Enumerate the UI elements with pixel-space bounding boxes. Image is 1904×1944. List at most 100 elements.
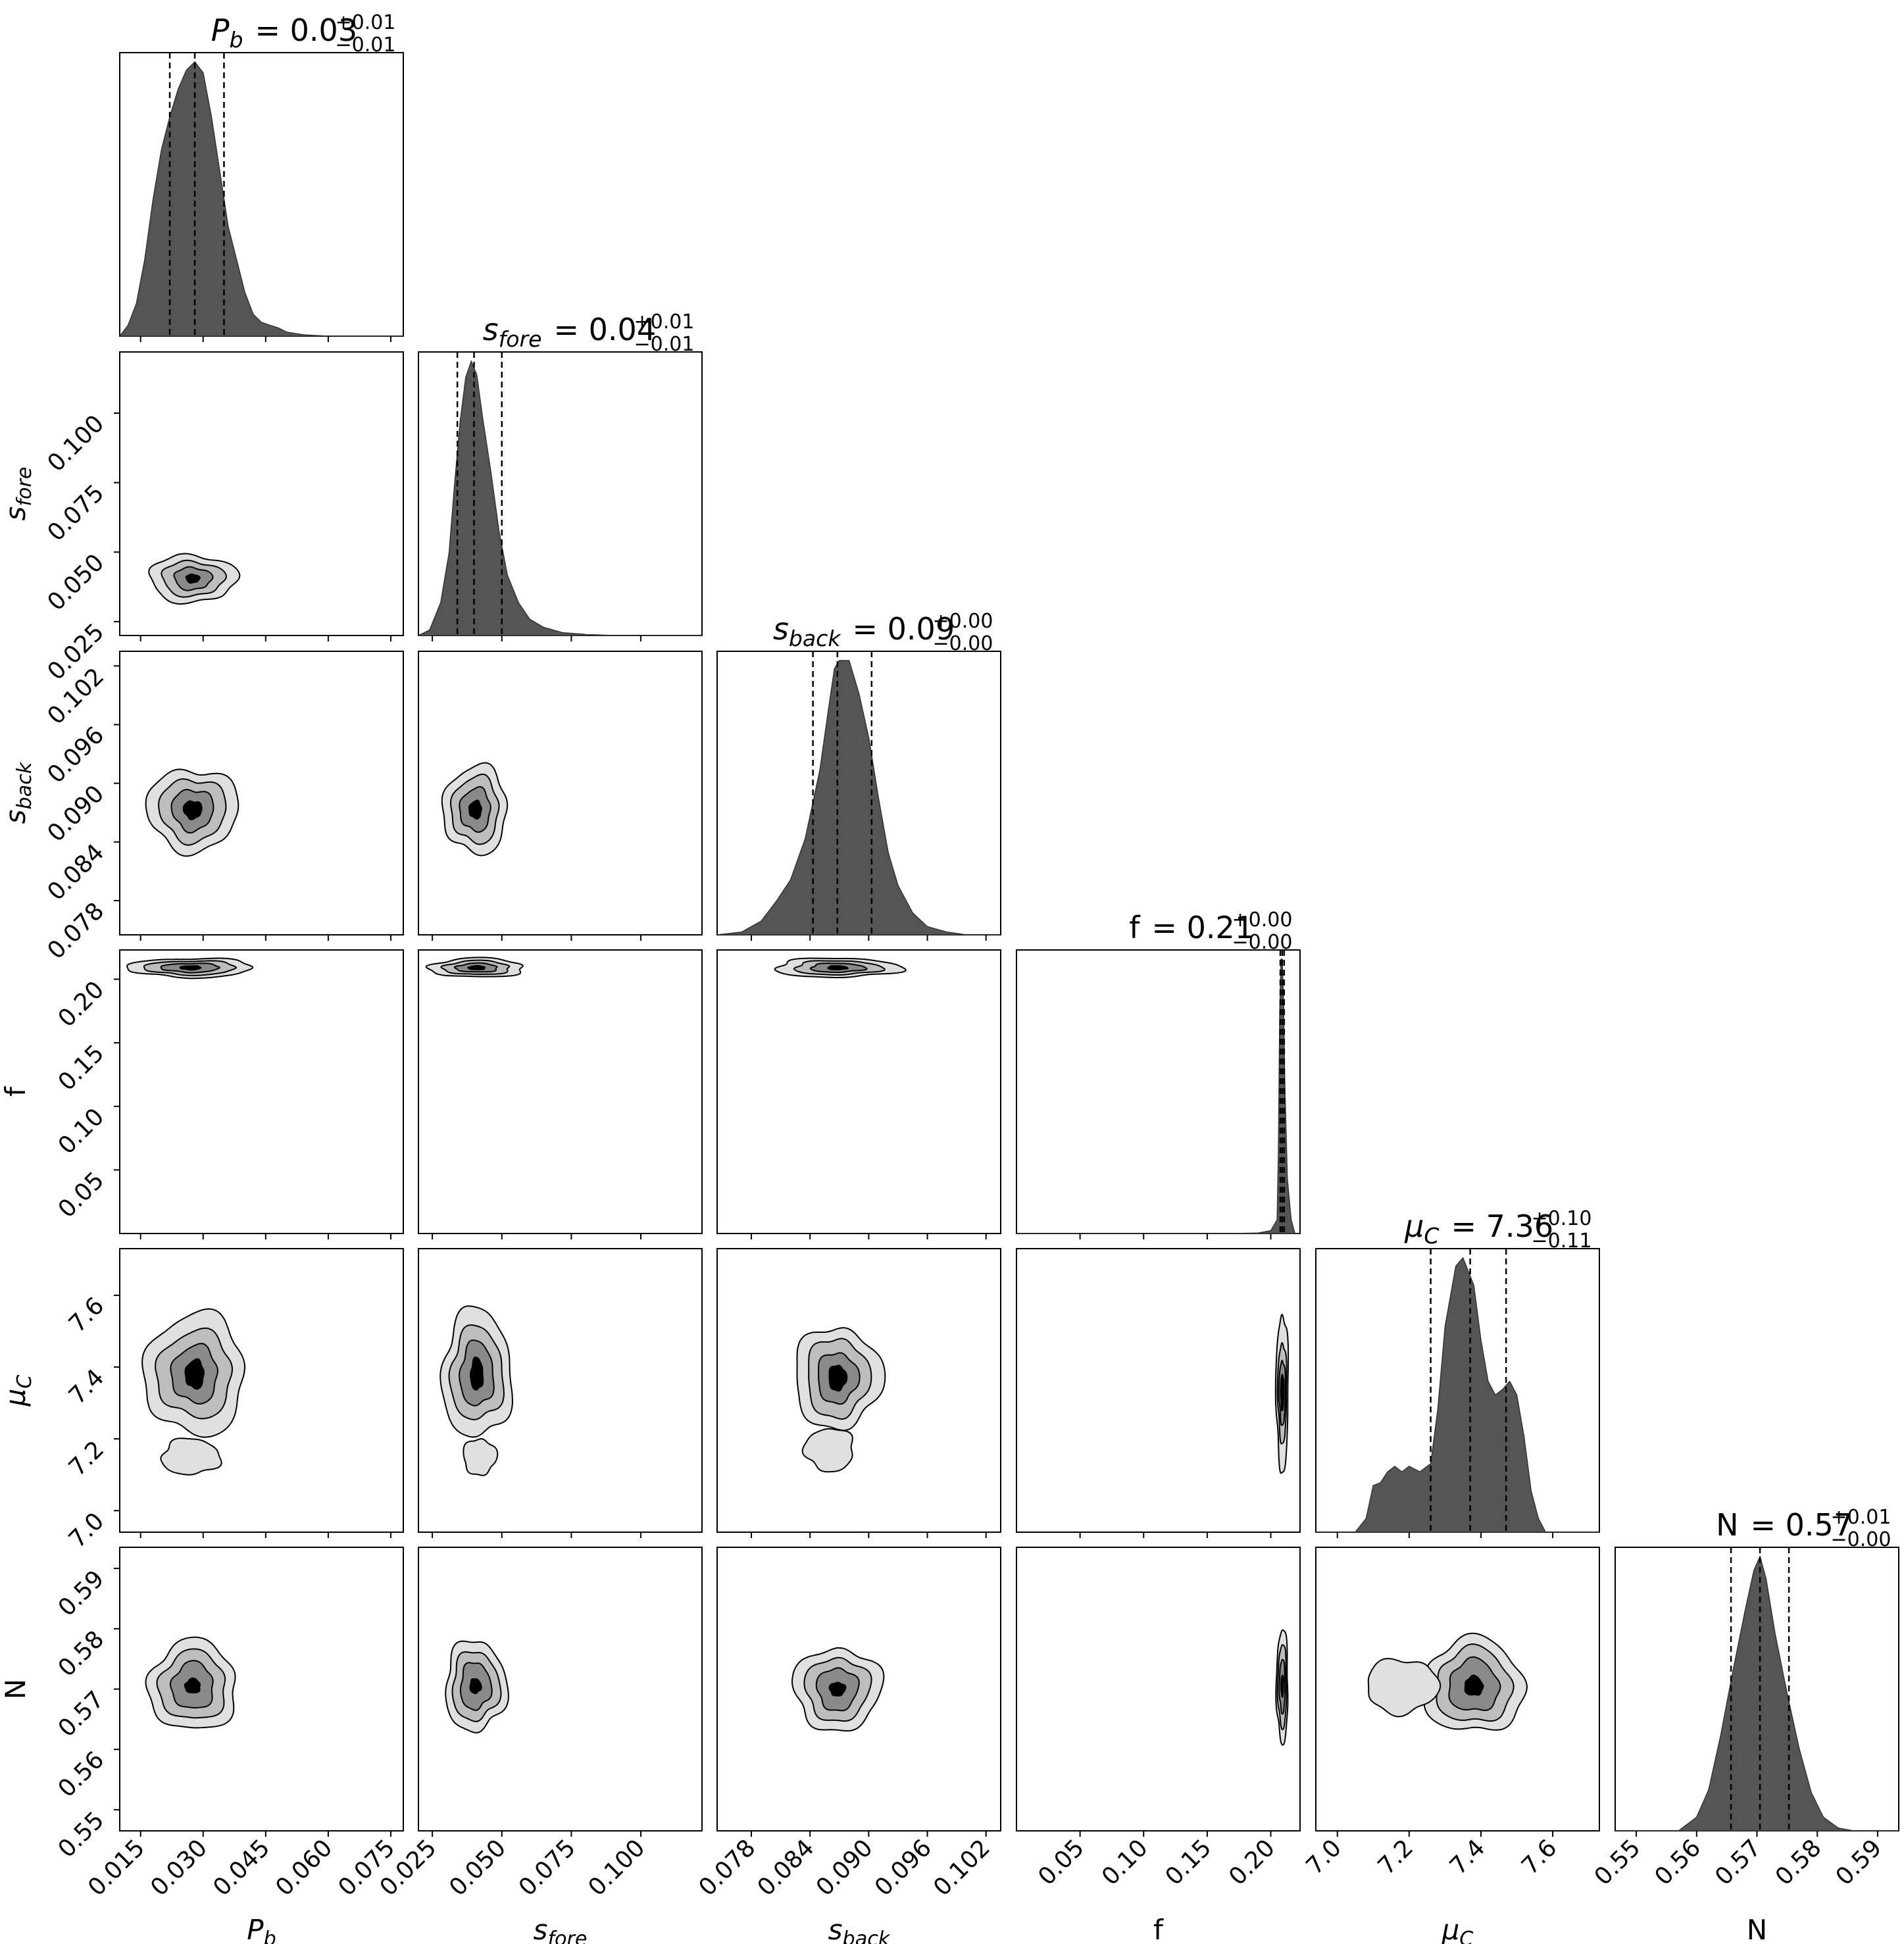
- title-plus: +0.00: [1232, 909, 1293, 932]
- histogram-fill: [418, 359, 702, 636]
- y-tick-label: 0.096: [42, 722, 109, 789]
- y-axis-label: f: [0, 1086, 32, 1097]
- contour-panel-f-N: [1016, 1547, 1301, 1832]
- x-tick-label: 7.6: [1516, 1834, 1562, 1880]
- panel-frame: [716, 949, 1001, 1234]
- panel-frame: [119, 1248, 404, 1533]
- histogram-panel-muC: μC = 7.36+0.10−0.11: [1315, 1207, 1600, 1533]
- x-tick-label: 7.0: [1301, 1834, 1347, 1880]
- contour-level-4: [179, 965, 202, 971]
- y-tick-label: 0.050: [42, 549, 109, 616]
- panel-frame: [1016, 1248, 1301, 1533]
- contour-level-4: [184, 1677, 201, 1694]
- y-tick-label: 0.078: [42, 897, 109, 964]
- title-value: = 7.36: [1451, 1209, 1554, 1244]
- panel-frame: [1016, 1547, 1301, 1832]
- contour-panel-sback-N: [716, 1547, 1001, 1832]
- title-minus: −0.01: [336, 34, 396, 57]
- title-minus: −0.11: [1532, 1230, 1592, 1253]
- histogram-panel-N: N = 0.57+0.01−0.00: [1615, 1506, 1899, 1832]
- title-plus: +0.10: [1532, 1207, 1592, 1230]
- y-tick-label: 0.075: [42, 480, 109, 547]
- x-axis-label: sfore: [533, 1914, 587, 1944]
- contour-level-4: [185, 573, 201, 584]
- x-tick-label: 0.075: [514, 1834, 581, 1901]
- x-tick-label: 0.56: [1649, 1834, 1706, 1891]
- y-tick-label: 0.58: [53, 1626, 110, 1682]
- histogram-fill: [118, 61, 403, 337]
- title-minus: −0.00: [1232, 931, 1293, 954]
- contour-panel-Pb-N: [119, 1547, 404, 1832]
- x-tick-label: 7.4: [1445, 1834, 1490, 1880]
- contour-panel-sfore-sback: [418, 651, 703, 935]
- title-parameter: N: [1716, 1507, 1738, 1543]
- title-plus: +0.00: [933, 610, 993, 633]
- histogram-fill: [1016, 959, 1300, 1234]
- contour-level-4: [184, 1358, 205, 1390]
- histogram-panel-Pb: Pb = 0.03+0.01−0.01: [118, 11, 404, 337]
- y-axis-label: sback: [0, 761, 36, 824]
- y-tick-label: 0.56: [53, 1747, 110, 1803]
- title-value: = 0.09: [853, 611, 955, 647]
- x-tick-label: 0.060: [270, 1834, 338, 1901]
- contour-panel-Pb-f: [119, 949, 404, 1234]
- contour-panel-Pb-sfore: [119, 351, 404, 636]
- histogram-panel-f: f = 0.21+0.00−0.00: [1016, 909, 1301, 1234]
- y-tick-label: 7.2: [64, 1436, 109, 1482]
- x-tick-label: 0.015: [83, 1834, 150, 1901]
- title-minus: −0.00: [933, 632, 993, 655]
- contour-panel-sfore-f: [418, 949, 703, 1234]
- panel-title: Pb = 0.03+0.01−0.01: [211, 11, 396, 57]
- x-tick-label: 0.030: [145, 1834, 213, 1901]
- contour-panel-muC-N: [1315, 1547, 1600, 1832]
- contour-level-4: [827, 965, 849, 970]
- contour-level-4: [1464, 1674, 1484, 1696]
- contour-panel-sback-f: [716, 949, 1001, 1234]
- contour-level-1: [1367, 1658, 1441, 1718]
- y-tick-label: 0.090: [42, 780, 109, 847]
- panel-title: f = 0.21+0.00−0.00: [1129, 909, 1292, 954]
- contour-level-1: [463, 1438, 499, 1476]
- y-tick-label: 7.0: [64, 1508, 109, 1553]
- x-tick-label: 0.20: [1224, 1834, 1280, 1891]
- y-axis-label: μC: [0, 1375, 36, 1407]
- y-tick-label: 0.57: [53, 1686, 110, 1743]
- y-tick-label: 7.6: [64, 1292, 109, 1337]
- title-minus: −0.00: [1831, 1528, 1891, 1551]
- panel-title: sback = 0.09+0.00−0.00: [773, 610, 993, 655]
- title-parameter: sback: [773, 611, 841, 651]
- title-value: = 0.21: [1152, 910, 1255, 945]
- title-plus: +0.01: [634, 311, 695, 334]
- contour-level-4: [468, 799, 482, 820]
- x-tick-label: 0.050: [444, 1834, 511, 1901]
- x-tick-label: 7.2: [1373, 1834, 1418, 1880]
- histogram-fill: [1615, 1555, 1899, 1832]
- title-value: = 0.57: [1751, 1507, 1853, 1543]
- panel-title: N = 0.57+0.01−0.00: [1716, 1506, 1891, 1551]
- x-tick-label: 0.58: [1770, 1834, 1827, 1891]
- x-tick-label: 0.090: [811, 1834, 878, 1901]
- x-tick-label: 0.084: [753, 1834, 820, 1901]
- contour-panel-sfore-N: [418, 1547, 703, 1832]
- x-axis-label: μC: [1441, 1914, 1474, 1944]
- y-tick-label: 0.15: [53, 1039, 110, 1096]
- contour-level-1: [801, 1428, 853, 1473]
- x-tick-label: 0.15: [1161, 1834, 1217, 1891]
- x-tick-label: 0.59: [1831, 1834, 1888, 1891]
- y-tick-label: 0.55: [53, 1807, 110, 1863]
- title-parameter: f: [1129, 910, 1141, 945]
- contour-panel-sback-muC: [716, 1248, 1001, 1533]
- y-tick-label: 7.4: [64, 1364, 109, 1409]
- panel-title: sfore = 0.04+0.01−0.01: [483, 311, 695, 356]
- contour-level-4: [1280, 1674, 1284, 1698]
- x-tick-label: 0.55: [1590, 1834, 1646, 1891]
- y-tick-label: 0.20: [53, 976, 110, 1033]
- panel-frame: [418, 949, 703, 1234]
- x-axis-label: sback: [828, 1914, 891, 1944]
- contour-level-4: [1280, 1374, 1285, 1412]
- contour-panel-sfore-muC: [418, 1248, 703, 1533]
- title-minus: −0.01: [634, 333, 695, 356]
- x-axis-label: N: [1747, 1914, 1767, 1944]
- contour-level-4: [828, 1364, 848, 1392]
